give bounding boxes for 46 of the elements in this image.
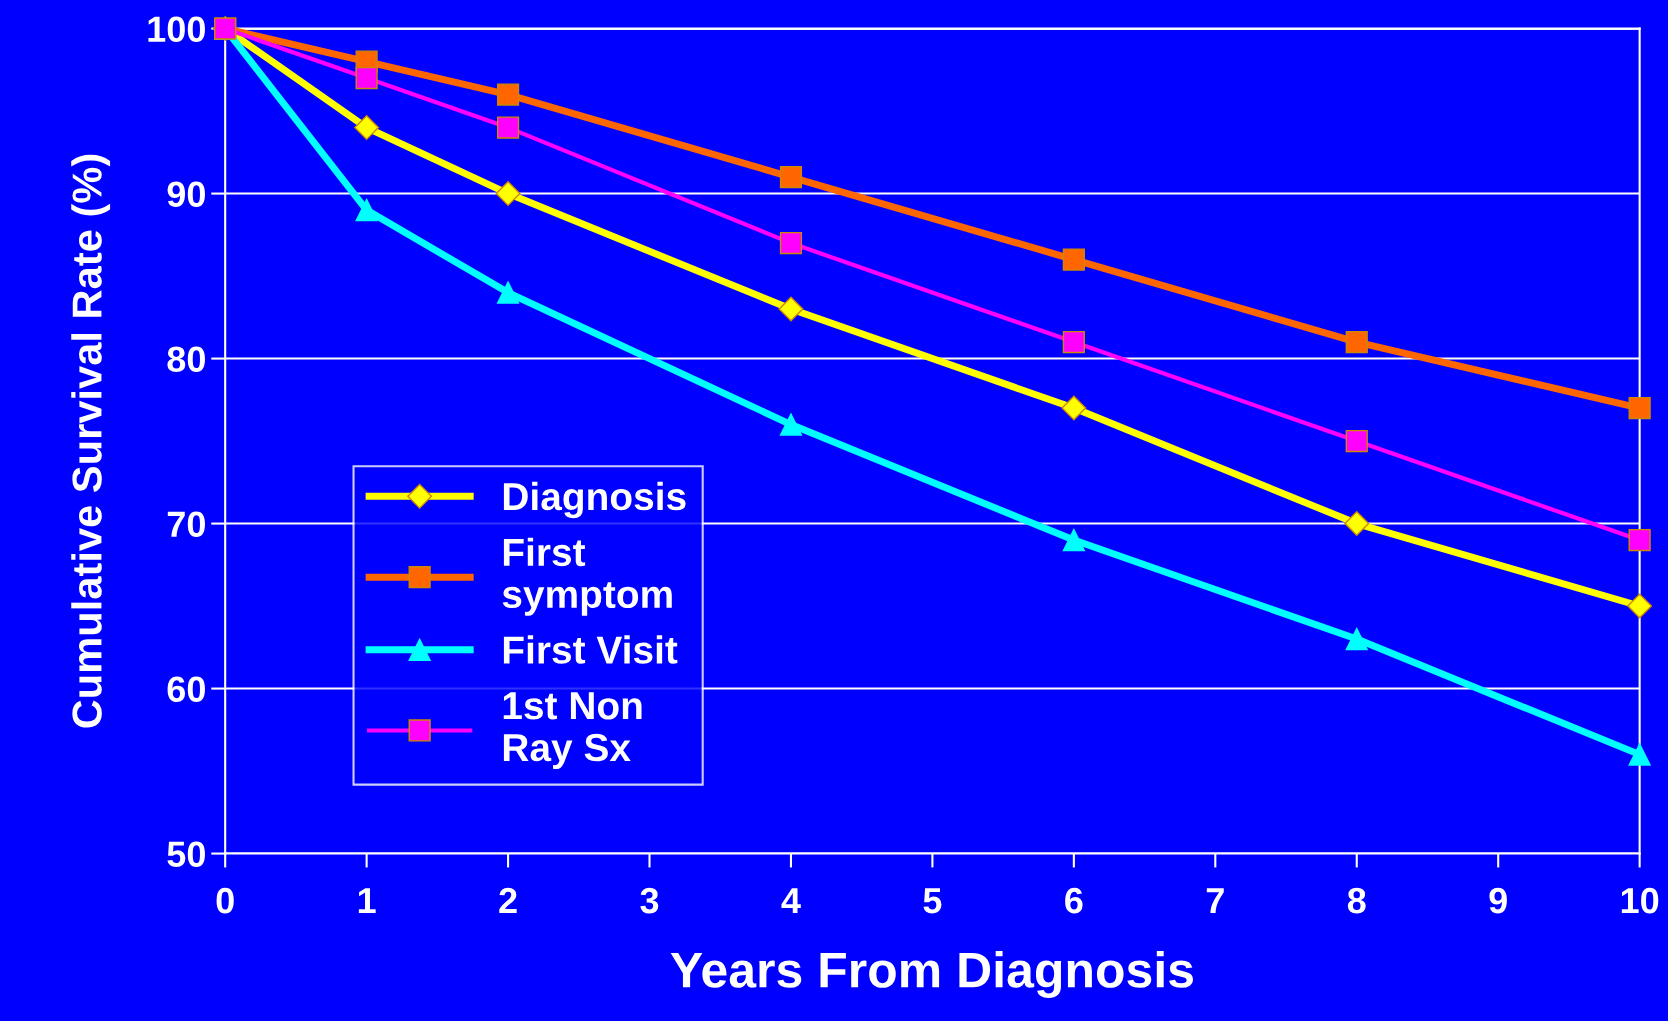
x-tick-label: 3 [640,887,659,914]
x-tick-label: 8 [1347,887,1366,914]
x-axis-title: Years From Diagnosis [670,951,1193,998]
x-tick-label: 0 [216,887,234,914]
y-axis-title: Cumulative Survival Rate (%) [71,154,111,728]
x-tick-label: 7 [1206,888,1224,914]
x-tick-label: 5 [923,888,942,914]
legend-label: 1st Non Ray Sx [503,692,642,770]
point [1627,593,1653,619]
point [1345,429,1368,453]
point [1062,248,1085,271]
point [1628,743,1651,766]
x-tick-label: 9 [1489,887,1507,914]
x-tick-label: 4 [781,888,801,914]
point [779,165,803,189]
point [1345,330,1368,354]
legend-label: First symptom [502,537,672,616]
legend-label: Diagnosis [503,481,686,519]
point [1628,396,1651,420]
point [779,413,803,436]
point [496,83,520,106]
point [1345,627,1368,651]
y-tick-label: 90 [167,181,205,208]
point [496,281,520,304]
point [1628,528,1651,552]
x-tick-label: 1 [358,888,376,914]
point [1061,395,1087,421]
point [778,296,804,322]
point [496,116,520,139]
legend-label: First Visit [503,635,678,664]
point [779,231,803,255]
point [1344,511,1370,537]
y-tick-label: 100 [148,16,205,43]
point [495,181,521,207]
point [355,198,378,222]
x-tick-label: 10 [1621,887,1659,914]
y-tick-label: 50 [167,841,205,867]
point [355,66,378,90]
x-tick-label: 2 [499,887,517,914]
point [354,115,380,141]
y-tick-label: 80 [167,346,205,373]
y-tick-label: 60 [167,676,205,702]
x-tick-label: 6 [1065,887,1083,914]
y-tick-label: 70 [167,511,205,538]
point [1062,330,1085,354]
point [1062,528,1085,552]
